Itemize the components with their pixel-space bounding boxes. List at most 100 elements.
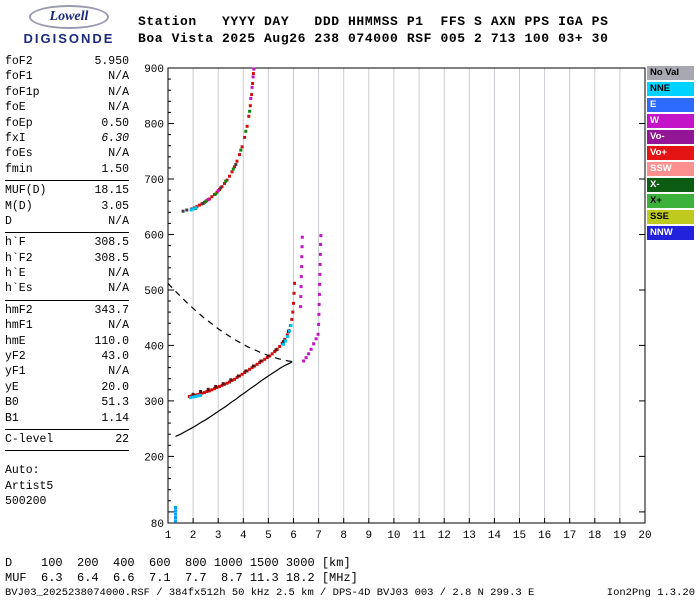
param-row-B0: B0 51.3 [5,395,129,410]
param-group: foF2 5.950 foF1 N/A foF1p N/A foE N/A foEp 0.50 fx… [5,52,129,182]
station-header-line2: Boa Vista 2025 Aug26 238 074000 RSF 005 … [138,31,609,46]
param-value: 0.50 [101,116,129,130]
param-row-foE: foE N/A [5,100,129,115]
param-row-h`Es: h`Es N/A [5,281,129,296]
svg-text:14: 14 [488,530,502,542]
param-value: N/A [108,319,129,333]
param-label: B0 [5,396,19,410]
station-header-line1: Station YYYY DAY DDD HHMMSS P1 FFS S AXN… [138,14,609,29]
param-label: yE [5,380,19,394]
legend-item-e: E [647,98,694,112]
param-value: N/A [108,214,129,228]
lowell-logo-oval: Lowell [29,5,109,29]
muf-distance-table: D 100 200 400 600 800 1000 1500 3000 [km… [5,556,358,586]
d-row: D 100 200 400 600 800 1000 1500 3000 [km… [5,556,351,570]
param-row-foF2: foF2 5.950 [5,54,129,69]
param-value: 20.0 [101,380,129,394]
param-label: foEs [5,147,33,161]
param-label: hmE [5,334,26,348]
param-row-h`F: h`F 308.5 [5,235,129,250]
lowell-digisonde-logo: Lowell DIGISONDE [8,5,130,46]
svg-text:500: 500 [144,286,164,298]
param-value: 5.950 [94,55,129,68]
legend-item-sse: SSE [647,210,694,224]
param-label: hmF2 [5,303,33,317]
param-value: N/A [108,282,129,296]
svg-text:80: 80 [151,519,164,531]
param-label: hmF1 [5,319,33,333]
svg-text:13: 13 [463,530,476,542]
param-row-foF1: foF1 N/A [5,69,129,84]
param-value: N/A [108,147,129,161]
param-value: 110.0 [94,334,129,348]
program-version-text: Ion2Png 1.3.20 [606,587,695,599]
param-value: 308.5 [94,236,129,250]
svg-text:1: 1 [165,530,172,542]
param-value: 51.3 [101,396,129,410]
param-value: 1.50 [101,162,129,176]
param-label: foF1 [5,70,33,84]
param-value: N/A [108,85,129,99]
svg-text:11: 11 [412,530,426,542]
param-value: 308.5 [94,251,129,265]
svg-text:16: 16 [538,530,551,542]
svg-text:400: 400 [144,341,164,353]
svg-text:10: 10 [387,530,400,542]
param-group: h`F 308.5 h`F2 308.5 h`E N/A h`Es N/A [5,233,129,301]
param-row-fmin: fmin 1.50 [5,162,129,177]
ionogram-plot-area: 1 2 3 4 5 6 7 8 9 10 11 12 13 14 15 16 17 18 19 20 900 800 700… [140,60,692,554]
param-label: foE [5,101,26,115]
svg-text:19: 19 [613,530,626,542]
param-label: h`F [5,236,26,250]
param-label: h`F2 [5,251,33,265]
param-value: N/A [108,267,129,281]
param-label: M(D) [5,199,33,213]
svg-text:7: 7 [315,530,322,542]
param-label: yF1 [5,365,26,379]
param-row-M(D): M(D) 3.05 [5,199,129,214]
param-value: N/A [108,101,129,115]
svg-text:2: 2 [190,530,197,542]
legend-item-x-: X- [647,178,694,192]
param-label: D [5,214,12,228]
param-row-MUF(D): MUF(D) 18.15 [5,183,129,198]
auto-info-line: 500200 [5,495,47,509]
param-row-h`F2: h`F2 308.5 [5,251,129,266]
svg-text:17: 17 [563,530,576,542]
param-row-foEp: foEp 0.50 [5,116,129,131]
svg-text:200: 200 [144,452,164,464]
param-value: 343.7 [94,303,129,317]
svg-text:600: 600 [144,231,164,243]
param-group: MUF(D) 18.15 M(D) 3.05 D N/A [5,181,129,234]
param-row-foEs: foEs N/A [5,146,129,161]
param-value: 22 [115,432,129,446]
svg-text:12: 12 [438,530,451,542]
autoscaling-info: Auto: Artist5 500200 [5,463,129,510]
legend-item-nnw: NNW [647,226,694,240]
param-value: 43.0 [101,350,129,364]
param-label: yF2 [5,350,26,364]
legend-item-vo-: Vo- [647,130,694,144]
scaled-parameters-panel: foF2 5.950 foF1 N/A foF1p N/A foE N/A foEp 0.50 fx… [5,52,129,510]
param-label: C-level [5,432,54,446]
svg-text:700: 700 [144,175,164,187]
legend-item-ssw: SSW [647,162,694,176]
param-row-hmF2: hmF2 343.7 [5,303,129,318]
legend-item-no-val: No Val [647,66,694,80]
param-value: 18.15 [94,184,129,198]
param-row-D: D N/A [5,214,129,229]
param-label: h`Es [5,282,33,296]
muf-row: MUF 6.3 6.4 6.6 7.1 7.7 8.7 11.3 18.2 [M… [5,571,358,585]
param-label: fmin [5,162,33,176]
svg-text:20: 20 [638,530,651,542]
legend-item-w: W [647,114,694,128]
auto-info-line: Auto: [5,464,40,478]
svg-text:800: 800 [144,120,164,132]
file-info-footer: BVJ03_2025238074000.RSF / 384fx512h 50 k… [5,587,695,599]
param-groups: foF2 5.950 foF1 N/A foF1p N/A foE N/A foEp 0.50 fx… [5,52,129,452]
svg-text:3: 3 [215,530,222,542]
param-row-foF1p: foF1p N/A [5,85,129,100]
file-info-text: BVJ03_2025238074000.RSF / 384fx512h 50 k… [5,587,535,599]
param-row-hmF1: hmF1 N/A [5,318,129,333]
param-value: 6.30 [101,131,129,145]
